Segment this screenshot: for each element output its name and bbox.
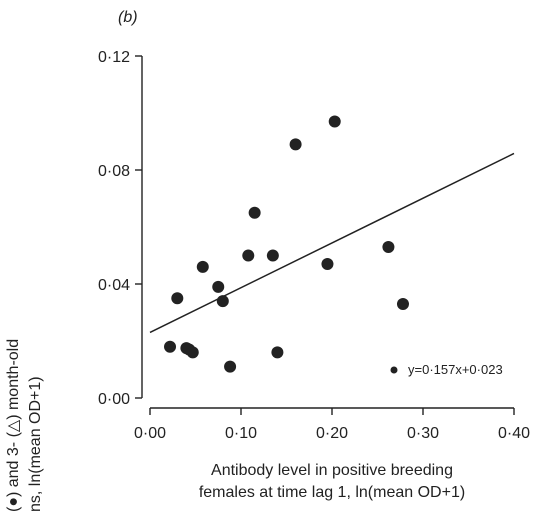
data-point	[271, 346, 284, 359]
y-tick-label: 0·08	[98, 163, 130, 180]
x-tick-label: 0·20	[316, 425, 348, 442]
data-points	[164, 115, 409, 373]
data-point	[164, 340, 177, 353]
panel-label: (b)	[118, 9, 138, 26]
x-tick-label: 0·40	[498, 425, 530, 442]
data-point	[328, 115, 341, 128]
data-point	[248, 206, 261, 219]
x-tick-label: 0·30	[407, 425, 439, 442]
legend-label: y=0·157x+0·023	[408, 362, 503, 377]
data-point	[266, 249, 279, 262]
data-point	[224, 360, 237, 373]
legend-marker	[390, 366, 398, 374]
data-point	[289, 138, 302, 151]
data-point	[216, 295, 229, 308]
y-axis-title-line: ns, ln(mean OD+1)	[27, 376, 44, 512]
data-point	[321, 258, 334, 271]
fit-line-group	[149, 152, 515, 334]
x-axis-title-line: females at time lag 1, ln(mean OD+1)	[199, 484, 465, 501]
data-point	[171, 292, 184, 305]
x-tick-label: 0·10	[225, 425, 257, 442]
axes: 0·00 0·04 0·08 0·12 0·00 0·10 0·20 0·30 0·40	[98, 49, 530, 442]
axis-titles: Antibody level in positive breeding femal…	[5, 339, 465, 512]
legend: y=0·157x+0·023	[390, 362, 503, 377]
x-axis-title-line: Antibody level in positive breeding	[211, 462, 453, 479]
data-point	[396, 297, 409, 310]
data-point	[242, 249, 255, 262]
data-point	[196, 260, 209, 273]
x-tick-label: 0·00	[134, 425, 166, 442]
y-axis-title-line: (●) and 3- (△) month-old	[5, 339, 22, 512]
y-tick-label: 0·00	[98, 391, 130, 408]
y-tick-label: 0·12	[98, 49, 130, 66]
y-tick-label: 0·04	[98, 277, 130, 294]
data-point	[212, 280, 225, 293]
data-point	[382, 240, 395, 253]
regression-line	[149, 152, 515, 334]
data-point	[186, 346, 199, 359]
